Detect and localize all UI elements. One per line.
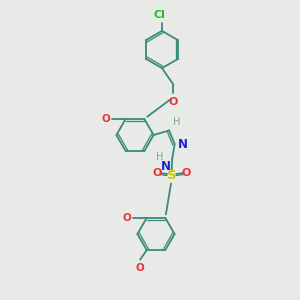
Text: H: H — [156, 152, 164, 163]
Text: O: O — [123, 213, 132, 223]
Text: O: O — [169, 97, 178, 107]
Text: S: S — [167, 169, 176, 182]
Text: Cl: Cl — [154, 11, 166, 20]
Text: O: O — [136, 263, 145, 273]
Text: O: O — [181, 167, 191, 178]
Text: H: H — [173, 117, 181, 127]
Text: O: O — [102, 114, 111, 124]
Text: N: N — [160, 160, 170, 173]
Text: N: N — [178, 137, 188, 151]
Text: O: O — [152, 167, 162, 178]
